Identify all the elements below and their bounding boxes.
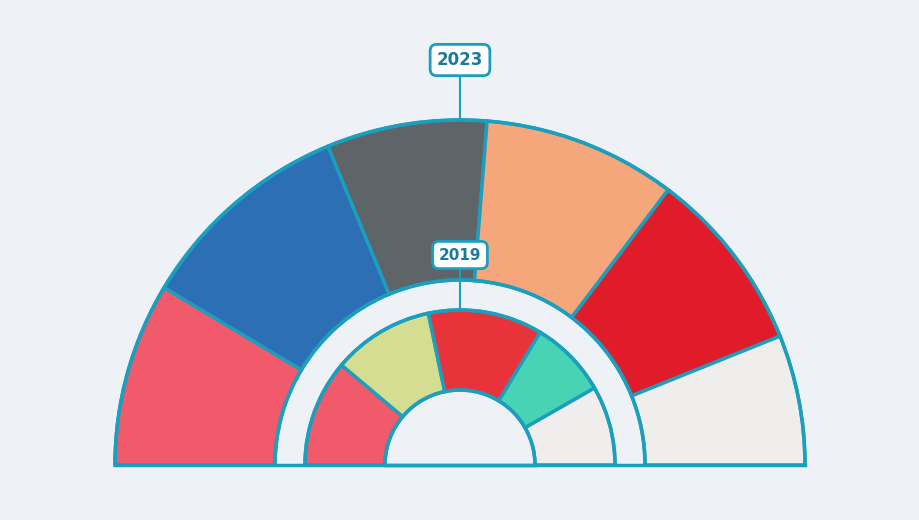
Wedge shape <box>341 313 444 417</box>
Text: 2023: 2023 <box>437 51 482 69</box>
Wedge shape <box>631 336 804 465</box>
Wedge shape <box>305 365 403 465</box>
Wedge shape <box>275 280 644 465</box>
Wedge shape <box>115 288 301 465</box>
Wedge shape <box>428 310 539 401</box>
Wedge shape <box>327 120 486 294</box>
Wedge shape <box>498 332 594 428</box>
Wedge shape <box>571 190 779 396</box>
Wedge shape <box>164 146 389 370</box>
Wedge shape <box>384 390 535 465</box>
Wedge shape <box>474 121 667 318</box>
Wedge shape <box>525 388 614 465</box>
Text: 2019: 2019 <box>438 248 481 263</box>
